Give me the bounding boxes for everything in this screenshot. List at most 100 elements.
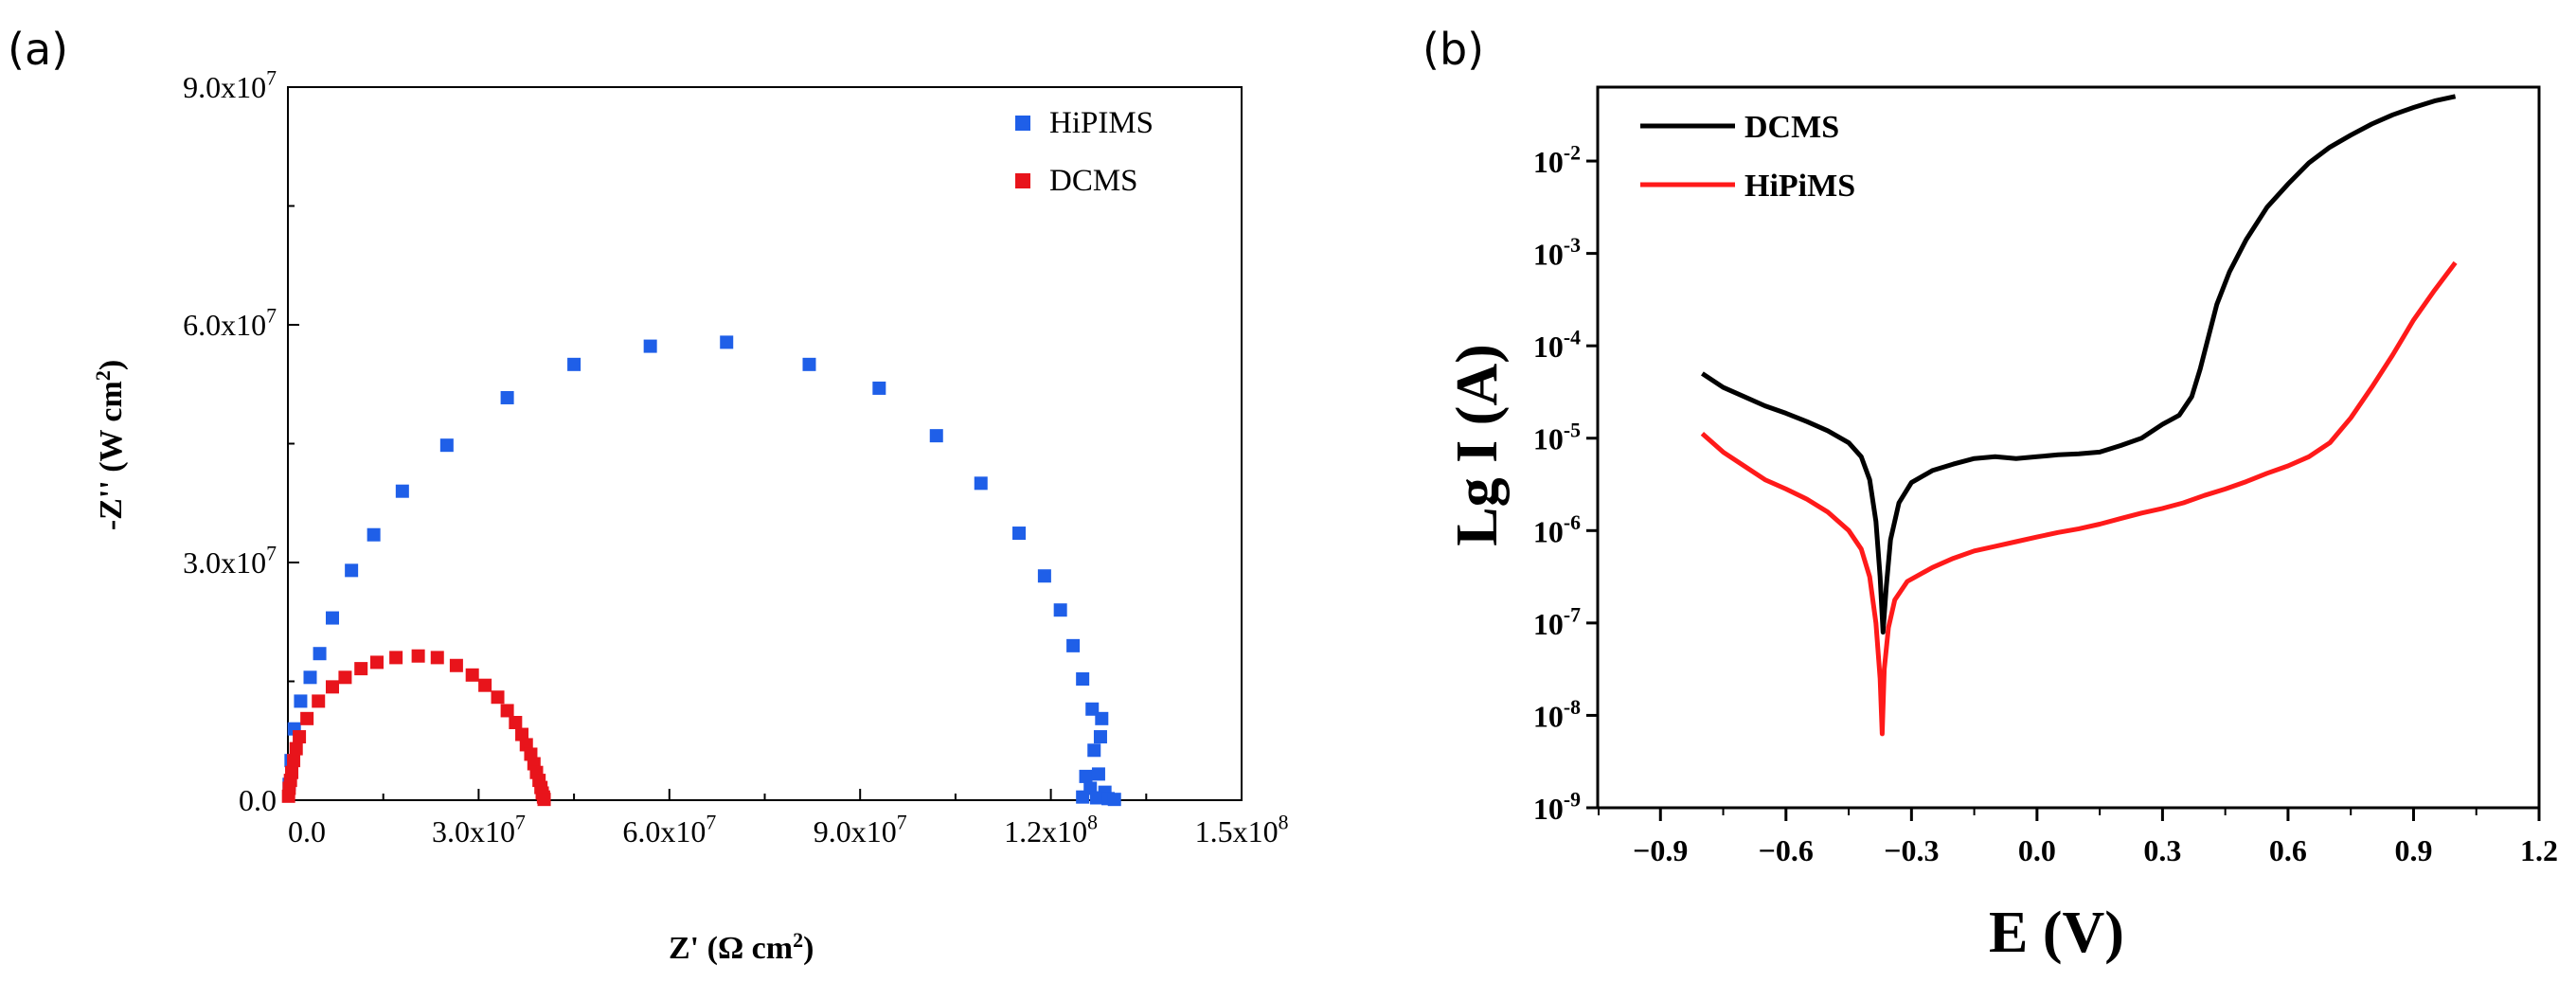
data-point-hipims: [1093, 730, 1107, 744]
data-point-dcms: [293, 730, 307, 744]
x-tick-label-a: 0.0: [288, 814, 326, 848]
legend-label-dcms: DCMS: [1049, 164, 1138, 198]
x-tick-label-a: 1.5x108: [1195, 812, 1289, 848]
chart-a-data-points: [281, 335, 1121, 807]
data-point-hipims: [303, 670, 317, 685]
legend-marker-hipims: [1015, 116, 1030, 131]
legend-label-hipims-b: HiPiMS: [1744, 169, 1855, 204]
data-point-dcms: [478, 678, 492, 692]
data-point-hipims: [643, 339, 657, 353]
data-point-dcms: [509, 716, 523, 730]
panel-b-label: (b): [1422, 24, 1484, 75]
data-point-hipims: [1053, 603, 1067, 617]
chart-b-ticks: [1586, 159, 2541, 821]
chart-a-tick-labels: 0.0 3.0x107 6.0x107 9.0x107 1.2x108 1.5x108 0.…: [183, 67, 1288, 848]
impedance-chart-panel-a: 0.0 3.0x107 6.0x107 9.0x107 1.2x108 1.5x108 0.…: [91, 67, 1289, 966]
x-tick-label-a: 3.0x107: [432, 812, 526, 848]
legend-marker-dcms: [1015, 173, 1030, 188]
x-tick-label-a: 9.0x107: [814, 812, 907, 848]
data-point-dcms: [515, 727, 529, 741]
data-point-hipims: [345, 563, 359, 578]
chart-b-frame: [1596, 85, 2541, 810]
data-point-hipims: [802, 357, 816, 371]
y-tick-label-b: 10-4: [1533, 327, 1581, 364]
data-point-hipims: [1087, 743, 1101, 758]
data-point-dcms: [300, 711, 314, 725]
y-tick-label-b: 10-2: [1533, 142, 1581, 179]
data-point-hipims: [1076, 790, 1090, 804]
data-point-hipims: [1076, 671, 1090, 686]
chart-b-y-axis-title: Lg I (A): [1445, 344, 1510, 546]
y-tick-label-a: 0.0: [239, 783, 277, 817]
data-point-dcms: [389, 651, 403, 665]
data-point-hipims: [500, 390, 514, 404]
legend-label-dcms-b: DCMS: [1744, 110, 1839, 145]
x-tick-label-b: −0.6: [1759, 833, 1814, 867]
data-point-dcms: [430, 651, 444, 665]
data-point-hipims: [294, 694, 308, 708]
chart-b-x-axis-title: E (V): [1989, 901, 2124, 965]
x-tick-label-b: 0.3: [2143, 833, 2181, 867]
panel-a-label: (a): [8, 24, 68, 75]
chart-a-x-axis-title: Z' (Ω cm2): [669, 928, 814, 966]
curve-hipims: [1700, 260, 2458, 737]
y-tick-label-b: 10-7: [1533, 603, 1581, 640]
x-tick-label-b: 0.9: [2394, 833, 2432, 867]
data-point-dcms: [285, 765, 299, 779]
data-point-dcms: [537, 793, 551, 807]
data-point-hipims: [1107, 793, 1121, 807]
x-tick-label-b: 1.2: [2520, 833, 2558, 867]
data-point-hipims: [567, 357, 581, 371]
chart-b-legend: DCMS HiPiMS: [1640, 110, 1855, 204]
x-tick-label-b: −0.9: [1633, 833, 1688, 867]
y-tick-label-a: 3.0x107: [183, 543, 277, 580]
data-point-hipims: [1079, 769, 1093, 783]
y-tick-label-b: 10-6: [1533, 511, 1581, 548]
chart-b-tick-labels: −0.9 −0.6 −0.3 0.0 0.3 0.6 0.9 1.2 10-9 10-8 10-7 1…: [1533, 142, 2558, 867]
y-tick-label-b: 10-9: [1533, 789, 1581, 826]
data-point-hipims: [395, 484, 409, 498]
x-tick-label-b: 0.6: [2269, 833, 2307, 867]
data-point-dcms: [369, 655, 384, 670]
data-point-hipims: [1089, 791, 1103, 805]
y-tick-label-a: 9.0x107: [183, 67, 277, 104]
data-point-hipims: [439, 438, 454, 453]
data-point-hipims: [929, 429, 943, 443]
data-point-dcms: [354, 662, 368, 676]
data-point-hipims: [1095, 711, 1109, 725]
data-point-hipims: [1066, 638, 1081, 652]
x-tick-label-a: 1.2x108: [1004, 812, 1098, 848]
data-point-dcms: [449, 658, 463, 672]
data-point-hipims: [872, 381, 886, 395]
data-point-dcms: [287, 754, 301, 768]
data-point-hipims: [974, 476, 988, 491]
data-point-hipims: [367, 527, 381, 542]
data-point-dcms: [325, 680, 339, 694]
y-tick-label-b: 10-8: [1533, 696, 1581, 733]
chart-a-legend: HiPIMS DCMS: [1015, 106, 1154, 198]
data-point-hipims: [1012, 527, 1027, 541]
data-point-dcms: [500, 704, 514, 718]
x-tick-label-a: 6.0x107: [622, 812, 716, 848]
data-point-hipims: [720, 335, 734, 349]
data-point-hipims: [1037, 569, 1051, 583]
y-tick-label-b: 10-3: [1533, 234, 1581, 271]
legend-label-hipims: HiPIMS: [1049, 106, 1154, 140]
data-point-dcms: [338, 670, 352, 685]
chart-a-y-axis-title: -Z'' (W cm2): [91, 360, 129, 530]
data-point-hipims: [1091, 767, 1105, 781]
data-point-dcms: [465, 668, 479, 682]
data-point-hipims: [313, 647, 327, 661]
polarization-chart-panel-b: −0.9 −0.6 −0.3 0.0 0.3 0.6 0.9 1.2 10-9 10-8 10-7 1…: [1445, 85, 2558, 965]
curve-dcms: [1701, 94, 2457, 635]
data-point-dcms: [491, 690, 505, 705]
y-tick-label-a: 6.0x107: [183, 305, 277, 342]
data-point-dcms: [312, 694, 326, 708]
x-tick-label-b: 0.0: [2018, 833, 2056, 867]
data-point-dcms: [289, 741, 303, 756]
chart-b-curves: [1700, 94, 2458, 737]
data-point-hipims: [325, 611, 339, 625]
y-tick-label-b: 10-5: [1533, 419, 1581, 455]
data-point-dcms: [411, 649, 425, 663]
